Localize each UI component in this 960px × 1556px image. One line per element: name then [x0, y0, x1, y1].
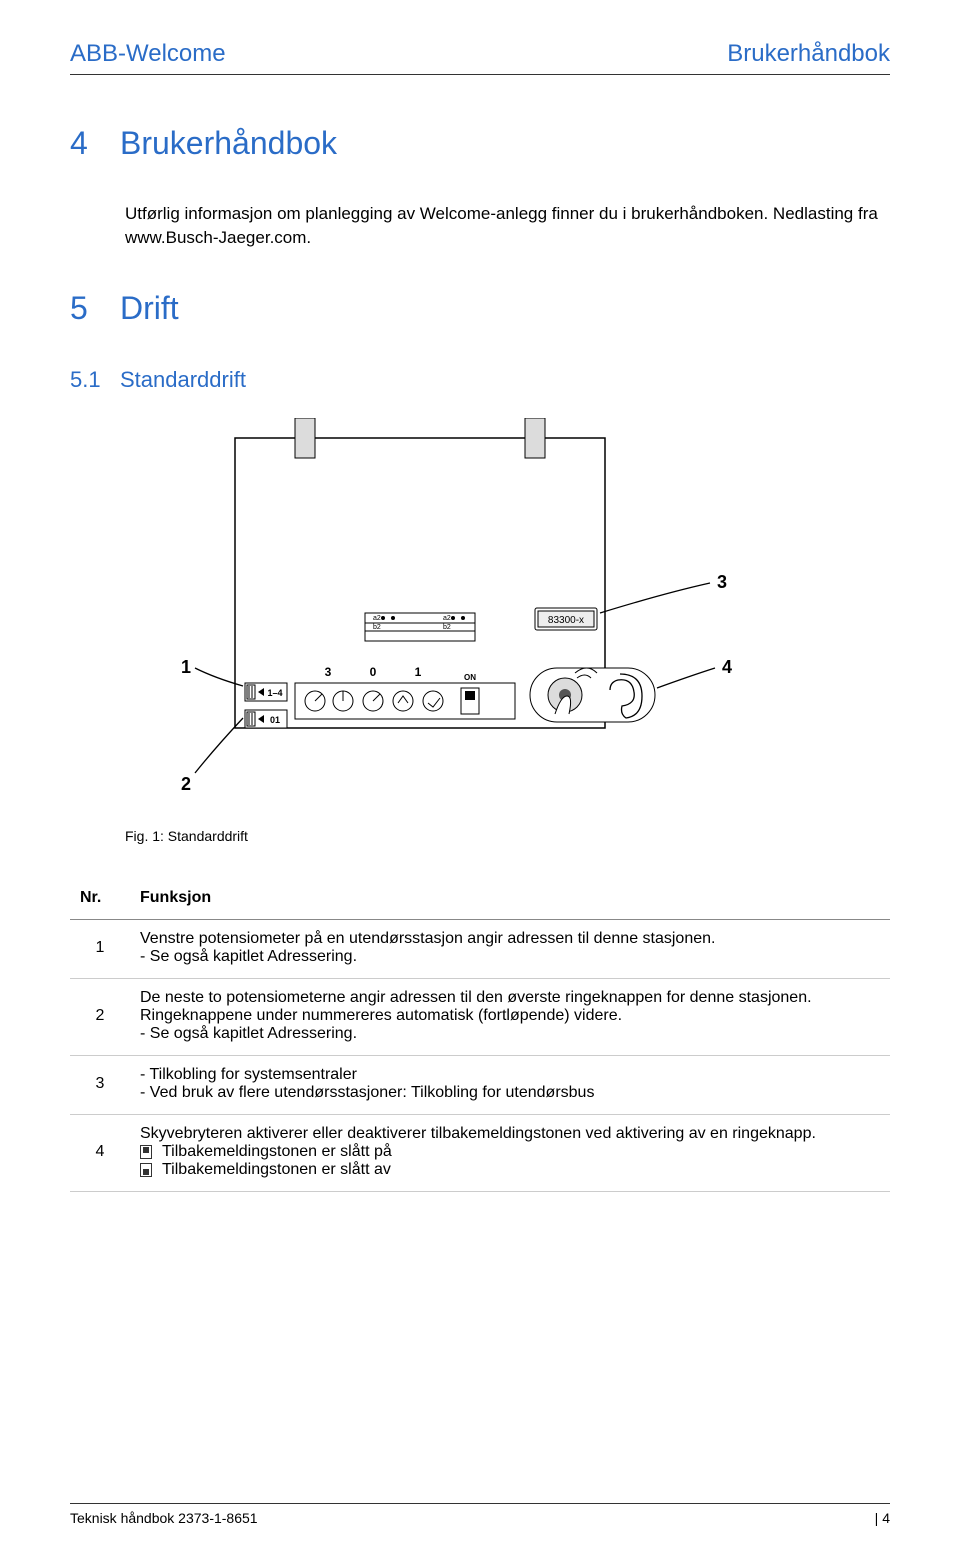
- table-row: 3 Tilkobling for systemsentraler Ved bru…: [70, 1055, 890, 1114]
- tone-off-icon: [140, 1163, 152, 1177]
- col-nr: Nr.: [70, 879, 130, 920]
- row-func: De neste to potensiometerne angir adress…: [130, 978, 890, 1055]
- section-5-1-heading: 5.1Standarddrift: [70, 367, 890, 393]
- svg-text:3: 3: [717, 572, 727, 592]
- footer-page: | 4: [875, 1510, 890, 1526]
- svg-text:a2: a2: [373, 615, 381, 622]
- svg-text:a2: a2: [443, 615, 451, 622]
- row-nr: 4: [70, 1114, 130, 1191]
- figure-caption: Fig. 1: Standarddrift: [125, 828, 890, 844]
- row-func: Venstre potensiometer på en utendørsstas…: [130, 919, 890, 978]
- footer-doc-id: Teknisk håndbok 2373-1-8651: [70, 1510, 258, 1526]
- svg-text:3: 3: [325, 665, 332, 679]
- row-func: Tilkobling for systemsentraler Ved bruk …: [130, 1055, 890, 1114]
- section-4-number: 4: [70, 125, 120, 162]
- diagram-svg: a2 b2 a2 b2 3 0 1 ON 1–4 01: [125, 418, 765, 808]
- svg-text:83300-x: 83300-x: [548, 615, 584, 626]
- svg-text:0: 0: [370, 665, 377, 679]
- row-nr: 2: [70, 978, 130, 1055]
- col-func: Funksjon: [130, 879, 890, 920]
- svg-text:1: 1: [181, 657, 191, 677]
- tone-on-icon: [140, 1145, 152, 1159]
- section-4-body: Utførlig informasjon om planlegging av W…: [125, 202, 890, 250]
- page-header: ABB-Welcome Brukerhåndbok: [70, 40, 890, 75]
- section-4-heading: 4Brukerhåndbok: [70, 125, 890, 162]
- table-row: 4 Skyvebryteren aktiverer eller deaktive…: [70, 1114, 890, 1191]
- row-nr: 3: [70, 1055, 130, 1114]
- svg-text:2: 2: [181, 774, 191, 794]
- standarddrift-diagram: a2 b2 a2 b2 3 0 1 ON 1–4 01: [125, 418, 890, 808]
- svg-text:1–4: 1–4: [267, 688, 282, 698]
- section-5-number: 5: [70, 290, 120, 327]
- section-5-title: Drift: [120, 290, 179, 326]
- svg-text:b2: b2: [443, 624, 451, 631]
- svg-text:4: 4: [722, 657, 732, 677]
- table-row: 1 Venstre potensiometer på en utendørsst…: [70, 919, 890, 978]
- header-product: ABB-Welcome: [70, 40, 226, 68]
- row-nr: 1: [70, 919, 130, 978]
- table-row: 2 De neste to potensiometerne angir adre…: [70, 978, 890, 1055]
- svg-text:1: 1: [415, 665, 422, 679]
- section-4-title: Brukerhåndbok: [120, 125, 337, 161]
- section-5-1-title: Standarddrift: [120, 367, 246, 392]
- header-doc-type: Brukerhåndbok: [727, 40, 890, 68]
- svg-text:01: 01: [270, 715, 280, 725]
- section-5-1-number: 5.1: [70, 367, 120, 393]
- svg-text:b2: b2: [373, 624, 381, 631]
- page-footer: Teknisk håndbok 2373-1-8651 | 4: [70, 1503, 890, 1526]
- function-table: Nr. Funksjon 1 Venstre potensiometer på …: [70, 879, 890, 1192]
- svg-text:ON: ON: [464, 673, 476, 682]
- section-5-heading: 5Drift: [70, 290, 890, 327]
- row-func: Skyvebryteren aktiverer eller deaktivere…: [130, 1114, 890, 1191]
